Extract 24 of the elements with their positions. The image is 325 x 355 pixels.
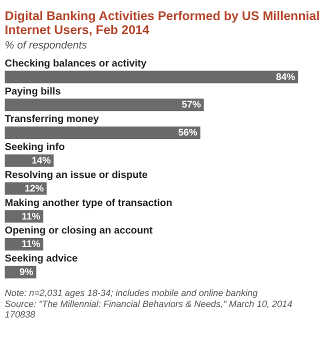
chart-subtitle: % of respondents <box>4 40 88 52</box>
bar <box>4 70 298 84</box>
data-label: 84% <box>276 72 296 83</box>
data-label: 12% <box>24 183 44 194</box>
bar <box>4 126 200 139</box>
y-tick-label: Making another type of transaction <box>4 198 172 209</box>
bar <box>4 98 204 112</box>
data-label: 14% <box>32 156 52 166</box>
data-label: 11% <box>22 239 41 250</box>
text: Note: n=2,031 ages 18-34; includes mobile and online banking <box>4 288 258 298</box>
y-tick-label: Resolving an issue or dispute <box>4 170 148 181</box>
chart-title: Digital Banking Activities Performed by US Millennial Internet Users, Feb 2014 <box>4 8 320 38</box>
y-tick-label: Checking balances or activity <box>4 58 147 70</box>
y-tick-label: Transferring money <box>4 114 100 126</box>
y-tick-label: Opening or closing an account <box>4 226 154 237</box>
data-label: 57% <box>182 100 202 111</box>
y-tick-label: Seeking info <box>4 142 65 154</box>
data-label: 56% <box>178 128 198 139</box>
source-note: Source: "The Millennial: Financial Behaviors & Needs," March 10, 2014 <box>4 298 292 309</box>
data-label: 11% <box>22 211 41 222</box>
y-tick-label: Paying bills <box>4 86 62 98</box>
data-label: 9% <box>19 267 34 278</box>
y-tick-label: Seeking advice <box>4 254 78 265</box>
text: 170838 <box>4 309 36 320</box>
